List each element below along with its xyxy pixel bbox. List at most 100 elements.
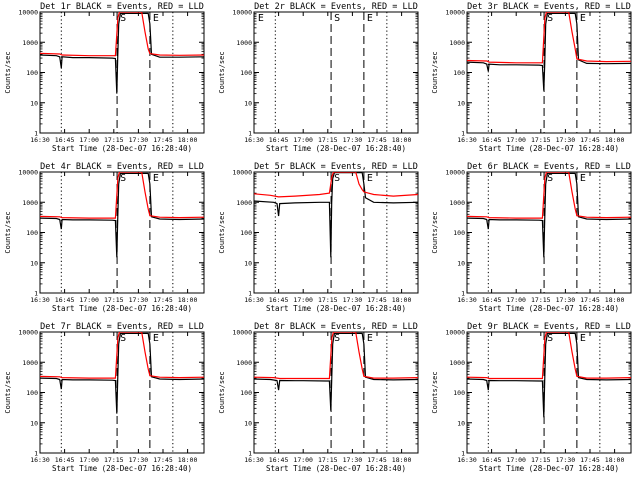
x-tick-label: 18:00: [605, 296, 625, 304]
interval-marker-label: S: [120, 333, 126, 344]
interval-marker-label: E: [153, 13, 159, 24]
plot-frame: [253, 171, 419, 294]
x-tick-label: 17:00: [293, 456, 313, 464]
plot-frame: [466, 171, 632, 294]
lld-series-line: [40, 12, 204, 57]
x-tick-label: 17:30: [343, 296, 363, 304]
y-tick-label: 1000: [236, 199, 252, 207]
x-tick-label: 16:45: [55, 136, 75, 144]
x-tick-label: 17:45: [153, 456, 173, 464]
x-tick-label: 16:45: [269, 456, 289, 464]
x-tick-label: 16:30: [457, 296, 477, 304]
x-tick-label: 16:30: [30, 456, 50, 464]
panel-title: Det 6r BLACK = Events, RED = LLD: [467, 162, 631, 172]
detector-panel-7: Det 7r BLACK = Events, RED = LLD 1 10 100 10…: [4, 322, 205, 473]
x-tick-label: 17:15: [531, 296, 551, 304]
y-tick-label: 100: [453, 69, 465, 77]
x-axis-label: Start Time (28-Dec-07 16:28:40): [52, 144, 192, 153]
x-tick-label: 18:00: [392, 456, 412, 464]
detector-panel-4: Det 4r BLACK = Events, RED = LLD 1 10 100 10…: [4, 162, 205, 313]
x-tick-label: 16:45: [55, 296, 75, 304]
events-series-line: [40, 172, 204, 258]
interval-marker-label: S: [547, 333, 553, 344]
x-tick-label: 17:45: [367, 296, 387, 304]
lld-series-line: [467, 332, 631, 380]
y-tick-label: 1: [34, 130, 38, 138]
x-axis-label: Start Time (28-Dec-07 16:28:40): [266, 144, 406, 153]
y-tick-label: 10000: [232, 9, 252, 17]
interval-marker-label: S: [334, 333, 340, 344]
x-tick-label: 17:15: [104, 456, 124, 464]
x-axis-label: Start Time (28-Dec-07 16:28:40): [479, 304, 619, 313]
interval-marker-label: S: [120, 173, 126, 184]
x-tick-label: 16:45: [482, 296, 502, 304]
y-axis-label: Counts/sec: [431, 371, 439, 413]
interval-marker-label: E: [580, 173, 586, 184]
y-tick-label: 1: [461, 130, 465, 138]
y-tick-label: 10000: [445, 169, 465, 177]
y-tick-label: 1000: [449, 199, 465, 207]
x-tick-label: 16:45: [482, 456, 502, 464]
x-tick-label: 17:15: [104, 136, 124, 144]
x-axis-label: Start Time (28-Dec-07 16:28:40): [52, 304, 192, 313]
x-tick-label: 16:30: [30, 136, 50, 144]
x-tick-label: 16:30: [244, 136, 264, 144]
x-tick-label: 17:00: [506, 136, 526, 144]
x-tick-label: 17:00: [506, 456, 526, 464]
interval-marker-label: E: [580, 13, 586, 24]
plot-frame: [466, 11, 632, 134]
x-axis-label: Start Time (28-Dec-07 16:28:40): [52, 464, 192, 473]
interval-marker-label: S: [547, 13, 553, 24]
panel-title: Det 7r BLACK = Events, RED = LLD: [40, 322, 204, 332]
events-series-line: [40, 12, 204, 94]
x-tick-label: 17:45: [153, 296, 173, 304]
x-tick-label: 18:00: [392, 296, 412, 304]
detector-panel-3: Det 3r BLACK = Events, RED = LLD 1 10 100 10…: [431, 2, 632, 153]
y-tick-label: 100: [26, 389, 38, 397]
x-tick-label: 17:15: [318, 296, 338, 304]
y-tick-label: 10000: [232, 329, 252, 337]
y-tick-label: 10: [457, 99, 465, 107]
y-tick-label: 1: [34, 290, 38, 298]
x-tick-label: 17:45: [580, 296, 600, 304]
y-tick-label: 10: [30, 259, 38, 267]
x-tick-label: 16:30: [244, 296, 264, 304]
y-axis-label: Counts/sec: [218, 51, 226, 93]
x-tick-label: 17:30: [556, 136, 576, 144]
x-tick-label: 17:00: [506, 296, 526, 304]
events-series-line: [254, 332, 418, 411]
detector-panel-1: Det 1r BLACK = Events, RED = LLD 1 10 100 10…: [4, 2, 205, 153]
plot-frame: [253, 11, 419, 134]
x-tick-label: 18:00: [178, 296, 198, 304]
x-tick-label: 17:30: [129, 456, 149, 464]
y-tick-label: 100: [240, 389, 252, 397]
y-tick-label: 1000: [449, 39, 465, 47]
x-tick-label: 17:45: [367, 456, 387, 464]
y-tick-label: 10000: [18, 329, 38, 337]
x-tick-label: 16:45: [269, 136, 289, 144]
x-tick-label: 17:15: [531, 456, 551, 464]
events-series-line: [467, 332, 631, 418]
interval-marker-label: E: [367, 333, 373, 344]
interval-marker-label: S: [334, 173, 340, 184]
interval-marker-label: S: [547, 173, 553, 184]
x-tick-label: 17:00: [79, 296, 99, 304]
y-tick-label: 1000: [22, 359, 38, 367]
y-axis-label: Counts/sec: [4, 211, 12, 253]
y-tick-label: 10000: [18, 9, 38, 17]
lld-series-line: [467, 172, 631, 219]
detector-panel-9: Det 9r BLACK = Events, RED = LLD 1 10 100 10…: [431, 322, 632, 473]
events-series-line: [40, 332, 204, 414]
x-tick-label: 17:00: [79, 456, 99, 464]
detector-panel-8: Det 8r BLACK = Events, RED = LLD 1 10 100 10…: [218, 322, 419, 473]
x-tick-label: 16:30: [30, 296, 50, 304]
x-tick-label: 17:45: [367, 136, 387, 144]
y-tick-label: 10: [244, 259, 252, 267]
y-tick-label: 1: [34, 450, 38, 458]
interval-marker-label: S: [120, 13, 126, 24]
events-series-line: [254, 172, 418, 258]
x-tick-label: 18:00: [178, 136, 198, 144]
panel-title: Det 9r BLACK = Events, RED = LLD: [467, 322, 631, 332]
lld-series-line: [40, 172, 204, 219]
x-tick-label: 16:45: [482, 136, 502, 144]
